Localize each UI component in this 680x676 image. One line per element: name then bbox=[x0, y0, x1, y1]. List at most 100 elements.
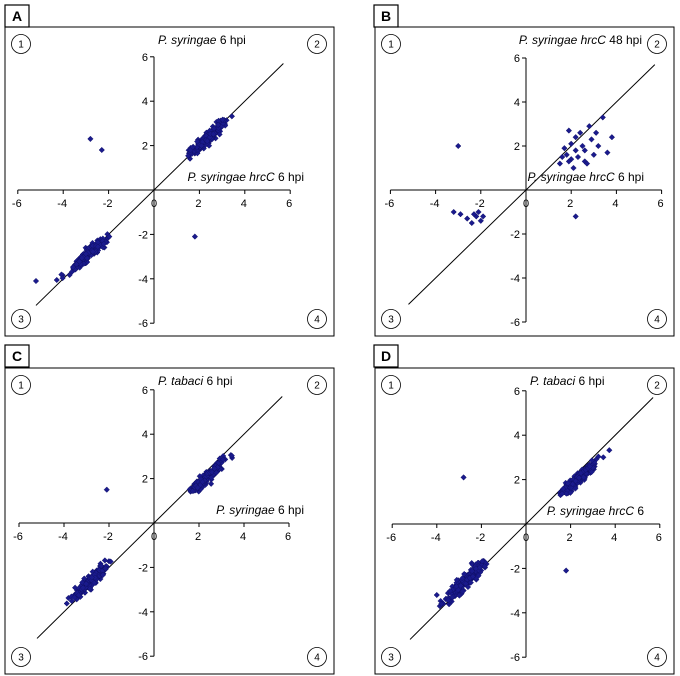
y-tick-label: -6 bbox=[138, 651, 148, 663]
quadrant-number: 3 bbox=[388, 653, 394, 664]
x-tick-label: 6 bbox=[656, 532, 662, 544]
data-point bbox=[204, 138, 211, 145]
x-tick-label: 0 bbox=[523, 532, 529, 544]
data-point bbox=[572, 213, 579, 220]
quadrant-number: 1 bbox=[388, 381, 394, 392]
data-point bbox=[460, 474, 467, 481]
data-point bbox=[469, 573, 476, 580]
data-point bbox=[599, 114, 606, 121]
quadrant-number: 4 bbox=[314, 315, 320, 326]
y-tick-label: 4 bbox=[142, 96, 148, 108]
data-point bbox=[73, 261, 80, 268]
data-point bbox=[100, 240, 107, 248]
y-tick-label: 4 bbox=[142, 429, 148, 441]
panel-d: D -6 -4 -2 0 2 4 6 -6 -4 -2 2 4 6 1 2 3 4 P. syringae hrcC… bbox=[373, 344, 675, 675]
data-point bbox=[216, 131, 223, 138]
data-point bbox=[99, 571, 106, 579]
data-point bbox=[78, 254, 85, 262]
x-axis-label: P. syringae hrcC 6 hpi bbox=[527, 170, 644, 184]
data-point bbox=[588, 457, 595, 464]
data-point bbox=[577, 470, 584, 477]
quadrant-number: 3 bbox=[388, 315, 394, 326]
data-point bbox=[564, 480, 572, 487]
panel-a: A -6 -4 -2 0 2 4 6 -6 -4 -2 2 4 6 1 2 3 4 P. syringae hrcC… bbox=[4, 4, 335, 337]
data-point bbox=[208, 480, 215, 487]
x-tick-label: 6 bbox=[285, 531, 291, 543]
quadrant-marker bbox=[307, 34, 327, 54]
panel-label-box bbox=[4, 4, 30, 28]
x-tick-label: -2 bbox=[103, 531, 113, 543]
quadrant-number: 1 bbox=[388, 40, 394, 51]
data-point bbox=[445, 597, 452, 604]
data-point bbox=[68, 597, 75, 605]
data-point bbox=[32, 277, 40, 285]
data-point bbox=[215, 121, 222, 128]
y-tick-label: 6 bbox=[142, 52, 148, 64]
y-axis-label-suffix: 48 hpi bbox=[606, 33, 642, 47]
quadrant-marker bbox=[647, 647, 667, 667]
data-point bbox=[481, 563, 488, 570]
data-point bbox=[567, 489, 574, 496]
panel-b: B -6 -4 -2 0 2 4 6 -6 -4 -2 2 4 6 1 2 3 4 P. syringae hrcC… bbox=[373, 4, 675, 337]
panel-label: B bbox=[381, 8, 391, 24]
x-tick-label: -2 bbox=[476, 532, 486, 544]
y-axis-label: P. syringae 6 hpi bbox=[158, 33, 246, 47]
y-tick-label: 2 bbox=[142, 474, 148, 486]
data-point bbox=[459, 588, 466, 595]
quadrant-marker bbox=[647, 34, 667, 54]
panel-frame bbox=[4, 367, 335, 675]
x-tick-label: 2 bbox=[195, 198, 201, 210]
data-point bbox=[588, 136, 595, 143]
quadrant-marker bbox=[647, 375, 667, 395]
x-axis-label-italic: P. syringae hrcC bbox=[547, 504, 634, 518]
data-point bbox=[572, 477, 579, 485]
data-point bbox=[475, 208, 482, 216]
x-tick-label: -2 bbox=[103, 198, 113, 210]
data-point bbox=[71, 594, 78, 601]
data-point bbox=[453, 576, 460, 583]
data-point bbox=[88, 574, 95, 581]
y-axis-label-suffix: 6 hpi bbox=[575, 374, 604, 388]
data-point bbox=[457, 211, 464, 218]
y-tick-label: -6 bbox=[138, 318, 148, 330]
panel-label-box bbox=[373, 344, 399, 368]
data-point bbox=[608, 134, 615, 141]
data-point bbox=[469, 567, 476, 575]
data-point bbox=[106, 233, 113, 240]
quadrant-marker bbox=[11, 34, 31, 54]
data-point bbox=[565, 127, 572, 134]
data-point bbox=[457, 582, 464, 589]
quadrant-marker bbox=[381, 647, 401, 667]
data-point bbox=[216, 455, 223, 462]
y-tick-label: 2 bbox=[514, 475, 520, 487]
x-tick-label: -4 bbox=[430, 198, 440, 210]
x-tick-label: 2 bbox=[195, 531, 201, 543]
data-point bbox=[446, 601, 453, 608]
quadrant-marker bbox=[11, 647, 31, 667]
x-axis-label-suffix: 6 hpi bbox=[615, 170, 644, 184]
x-tick-label: 6 bbox=[658, 198, 664, 210]
y-tick-label: 2 bbox=[514, 141, 520, 153]
quadrant-number: 4 bbox=[654, 653, 660, 664]
data-point bbox=[107, 558, 114, 565]
data-point bbox=[476, 564, 483, 571]
y-tick-label: -4 bbox=[138, 274, 148, 286]
data-point bbox=[586, 123, 593, 130]
data-point bbox=[83, 255, 91, 262]
y-tick-label: -2 bbox=[510, 563, 520, 575]
quadrant-marker bbox=[647, 309, 667, 329]
data-point bbox=[568, 140, 575, 147]
x-tick-label: 4 bbox=[611, 532, 617, 544]
y-axis-label-italic: P. syringae bbox=[158, 33, 217, 47]
data-point bbox=[220, 456, 227, 463]
y-tick-label: -2 bbox=[510, 229, 520, 241]
data-point bbox=[101, 557, 108, 564]
panel-frame bbox=[374, 26, 675, 337]
data-point bbox=[82, 250, 89, 257]
quadrant-marker bbox=[381, 309, 401, 329]
y-tick-label: 6 bbox=[514, 53, 520, 65]
quadrant-marker bbox=[11, 309, 31, 329]
data-point bbox=[563, 567, 570, 574]
diagonal-line bbox=[408, 64, 656, 305]
